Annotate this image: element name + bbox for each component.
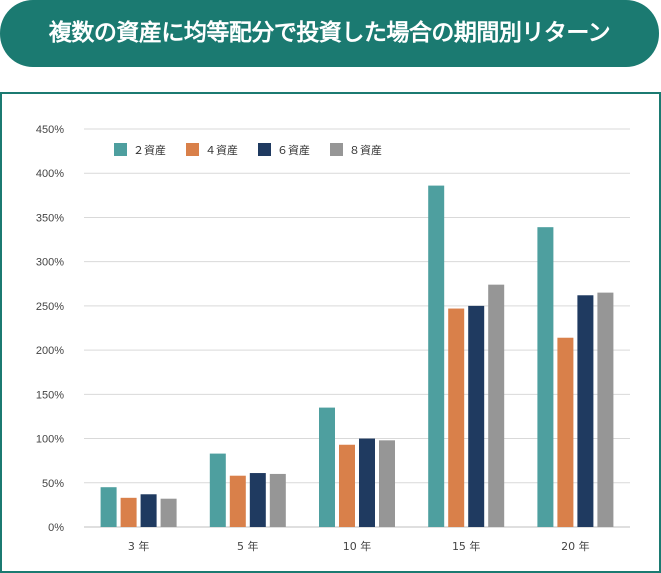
y-tick-label: 300% (36, 257, 64, 269)
y-tick-label: 200% (36, 345, 64, 357)
y-tick-label: 150% (36, 389, 64, 401)
chart-title-banner: 複数の資産に均等配分で投資した場合の期間別リターン (0, 0, 659, 67)
legend-label: ２資産 (133, 144, 166, 157)
y-tick-label: 400% (36, 168, 64, 180)
gridlines (84, 128, 630, 528)
y-tick-label: 250% (36, 301, 64, 313)
y-tick-label: 350% (36, 212, 64, 224)
bar-1-5 (537, 227, 554, 527)
bar-1-4 (428, 185, 445, 528)
y-tick-label: 0% (48, 522, 64, 534)
x-tick-label: 5 年 (237, 539, 259, 553)
chart-frame: 0% 50% 100% 150% 200% 250% 300% 350% 400% 450% 3 … (0, 92, 661, 573)
bar-3-3 (359, 438, 375, 527)
bar-3-2 (249, 473, 266, 527)
legend-label: ８資産 (349, 144, 382, 157)
bar-1-3 (319, 407, 335, 527)
x-tick-label: 20 年 (561, 539, 590, 553)
legend-swatch (186, 143, 199, 156)
bar-4-1 (160, 498, 177, 527)
bar-2-3 (339, 444, 355, 527)
bars (100, 185, 614, 528)
bar-1-2 (209, 453, 226, 527)
legend-swatch (114, 143, 127, 156)
bar-2-2 (229, 475, 246, 527)
bar-3-4 (468, 305, 485, 527)
bar-3-1 (140, 494, 157, 527)
bar-4-3 (379, 440, 395, 527)
bar-2-5 (557, 337, 574, 527)
bar-4-5 (597, 292, 614, 527)
legend-swatch (330, 143, 343, 156)
x-axis-ticks: 3 年 5 年 10 年 15 年 20 年 (128, 539, 590, 553)
y-tick-label: 450% (36, 124, 64, 136)
bar-2-1 (120, 497, 137, 527)
bar-4-2 (269, 473, 286, 527)
bar-3-5 (577, 295, 594, 527)
y-tick-label: 100% (36, 434, 64, 446)
x-tick-label: 10 年 (343, 539, 372, 553)
legend-label: ４資産 (205, 144, 238, 157)
bar-1-1 (100, 487, 117, 527)
legend: ２資産 ４資産 ６資産 ８資産 (114, 143, 382, 157)
bar-4-4 (488, 284, 505, 527)
x-tick-label: 3 年 (128, 539, 150, 553)
legend-swatch (258, 143, 271, 156)
legend-label: ６資産 (277, 144, 310, 157)
x-tick-label: 15 年 (452, 539, 481, 553)
y-axis-ticks: 0% 50% 100% 150% 200% 250% 300% 350% 400% 450% (36, 124, 64, 534)
bar-chart: 0% 50% 100% 150% 200% 250% 300% 350% 400% 450% 3 … (36, 124, 630, 553)
y-tick-label: 50% (42, 478, 64, 490)
bar-2-4 (448, 308, 465, 527)
